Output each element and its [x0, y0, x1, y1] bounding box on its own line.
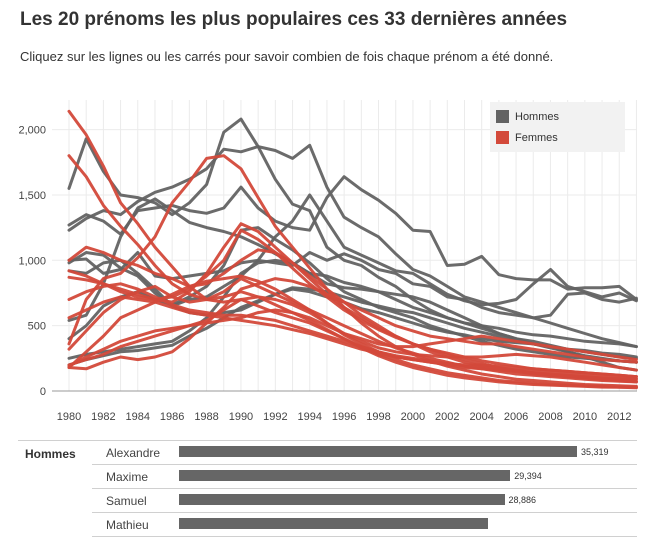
row-value: 35,319 [581, 447, 609, 457]
x-tick-label: 2006 [504, 411, 528, 423]
series-line-femmes[interactable] [67, 282, 638, 381]
row-name: Mathieu [106, 518, 149, 532]
x-tick-label: 1982 [91, 411, 115, 423]
chart-lines [67, 109, 638, 390]
y-tick-label: 2,000 [18, 125, 46, 137]
x-tick-label: 1992 [263, 411, 287, 423]
x-axis: 1980 1982 1984 1986 1988 1990 1992 1994 1996 1998… [57, 411, 632, 423]
table-row[interactable]: Maxime 29,394 [92, 465, 637, 489]
line-chart: 0 500 1,000 1,500 2,000 1980 1982 1984 1986 1988… [18, 100, 638, 423]
series-line-hommes[interactable] [67, 175, 638, 301]
chart-legend: Hommes Femmes [490, 102, 625, 152]
x-tick-label: 1986 [160, 411, 184, 423]
series-line-femmes[interactable] [67, 277, 638, 371]
x-tick-label: 2004 [469, 411, 493, 423]
page-subtitle: Cliquez sur les lignes ou les carrés pou… [20, 49, 554, 64]
table-row[interactable]: Samuel 28,886 [92, 489, 637, 513]
row-name: Samuel [106, 494, 147, 508]
table-row[interactable]: Mathieu [92, 513, 637, 537]
y-axis: 0 500 1,000 1,500 2,000 [18, 125, 46, 398]
row-value: 29,394 [514, 471, 542, 481]
x-tick-label: 2010 [573, 411, 597, 423]
row-name: Maxime [106, 470, 149, 484]
legend-swatch-femmes[interactable] [496, 131, 509, 144]
series-line-hommes[interactable] [67, 117, 638, 360]
y-tick-label: 1,500 [18, 190, 46, 202]
page-title: Les 20 prénoms les plus populaires ces 3… [20, 9, 568, 30]
x-tick-label: 2002 [435, 411, 459, 423]
table-section-label: Hommes [25, 447, 76, 461]
x-tick-label: 1996 [332, 411, 356, 423]
row-bar[interactable] [179, 446, 577, 457]
series-line-femmes[interactable] [67, 277, 638, 384]
row-name: Alexandre [106, 446, 161, 460]
series-line-femmes[interactable] [67, 274, 638, 379]
row-value: 28,886 [508, 495, 537, 505]
legend-label-femmes: Femmes [515, 132, 558, 144]
series-line-femmes[interactable] [67, 308, 638, 368]
legend-swatch-hommes[interactable] [496, 110, 509, 123]
x-tick-label: 2008 [538, 411, 562, 423]
y-tick-label: 500 [28, 321, 46, 333]
x-tick-label: 1994 [297, 411, 321, 423]
x-tick-label: 1990 [229, 411, 253, 423]
legend-label-hommes: Hommes [515, 111, 560, 123]
table-top-rule [18, 440, 637, 441]
x-tick-label: 1984 [126, 411, 150, 423]
x-tick-label: 1988 [194, 411, 218, 423]
table-row[interactable]: Alexandre 35,319 [92, 441, 637, 465]
legend-background [490, 102, 625, 152]
x-tick-label: 2012 [607, 411, 631, 423]
series-line-hommes[interactable] [67, 143, 638, 349]
y-tick-label: 0 [40, 386, 46, 398]
row-bar[interactable] [179, 518, 488, 529]
x-tick-label: 1980 [57, 411, 81, 423]
x-tick-label: 1998 [366, 411, 390, 423]
series-line-hommes[interactable] [67, 197, 638, 349]
row-bar[interactable] [179, 470, 511, 481]
x-tick-label: 2000 [401, 411, 425, 423]
y-tick-label: 1,000 [18, 255, 46, 267]
row-bar[interactable] [179, 494, 505, 505]
